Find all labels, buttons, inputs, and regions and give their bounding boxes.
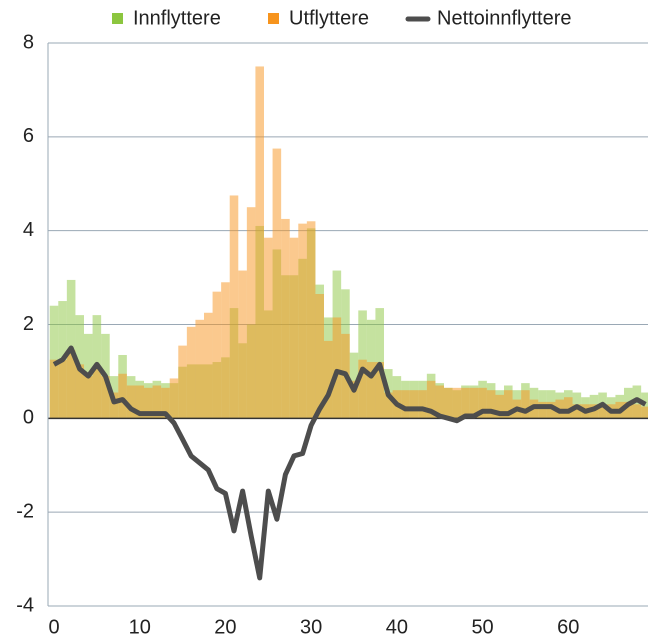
bar (66, 350, 76, 419)
bar (135, 385, 144, 419)
bar (178, 345, 187, 419)
bar (375, 362, 384, 419)
bar (144, 387, 153, 419)
y-tick-label: -2 (16, 500, 34, 522)
bar (401, 390, 410, 419)
bar (84, 376, 93, 419)
bar (238, 270, 247, 419)
bar (152, 385, 162, 419)
bar (598, 406, 607, 419)
legend-label: Innflyttere (133, 7, 221, 29)
bar (478, 387, 487, 419)
bar (204, 312, 213, 419)
bar (349, 380, 359, 419)
x-tick-label: 30 (300, 616, 322, 638)
bar (521, 390, 530, 419)
x-tick-label: 0 (48, 616, 59, 638)
bar (221, 282, 230, 419)
line (52, 345, 647, 581)
y-tick-label: 0 (23, 407, 34, 429)
bar (624, 401, 633, 419)
bar (332, 317, 342, 419)
bar (281, 218, 290, 419)
bar (264, 237, 273, 419)
bar (409, 390, 419, 419)
bar (255, 66, 264, 419)
bar (109, 392, 119, 419)
bar (538, 401, 547, 419)
bar (384, 392, 393, 419)
bar (126, 385, 136, 419)
y-tick-label: 2 (23, 313, 34, 335)
bar (118, 373, 127, 419)
bar (632, 404, 642, 419)
legend-swatch (268, 13, 279, 24)
bar (469, 387, 479, 419)
bar (366, 362, 376, 419)
legend-swatch (112, 13, 123, 24)
y-tick-label: 8 (23, 31, 34, 53)
bar (315, 294, 324, 419)
bar (435, 385, 444, 419)
bar (289, 237, 299, 419)
bar (49, 359, 59, 419)
bar (92, 369, 102, 419)
y-tick-label: 4 (23, 219, 34, 241)
legend-label: Utflyttere (289, 7, 369, 29)
bar (101, 376, 110, 419)
y-tick-label: -4 (16, 594, 34, 616)
bar (324, 340, 333, 419)
bar (169, 378, 179, 419)
bar (495, 394, 504, 419)
bar (75, 364, 84, 419)
bar (212, 291, 222, 419)
bar (298, 223, 307, 419)
legend-label: Nettoinnflyttere (437, 7, 572, 29)
x-tick-label: 60 (557, 616, 579, 638)
y-tick-label: 6 (23, 125, 34, 147)
x-tick-label: 40 (386, 616, 408, 638)
bar (426, 380, 436, 419)
bar (444, 387, 453, 419)
bar (452, 387, 462, 419)
x-tick-label: 10 (129, 616, 151, 638)
x-tick-label: 50 (471, 616, 493, 638)
bar (58, 359, 67, 419)
bar (229, 195, 239, 419)
bar (564, 397, 573, 419)
bar (504, 390, 513, 419)
bar (358, 359, 367, 419)
bar (546, 401, 556, 419)
bar (272, 148, 282, 419)
bar (186, 326, 196, 419)
bar (418, 390, 427, 419)
bar (486, 390, 496, 419)
bar (195, 319, 204, 419)
bar (161, 387, 170, 419)
bar (246, 207, 256, 419)
bar (461, 387, 470, 419)
x-tick-label: 20 (214, 616, 236, 638)
bar (572, 404, 582, 419)
bar (641, 406, 648, 419)
bar (306, 221, 316, 419)
